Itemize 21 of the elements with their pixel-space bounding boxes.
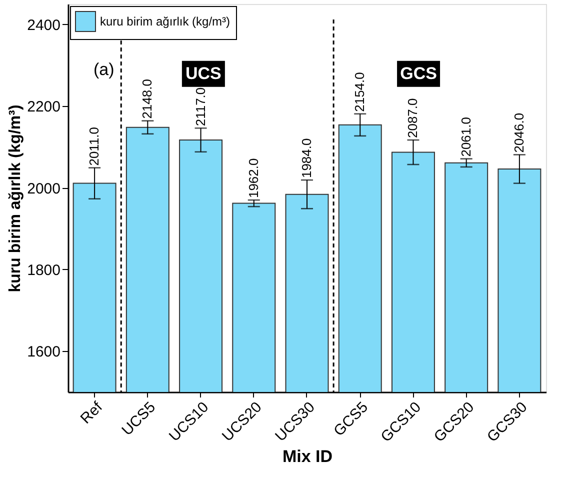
text: 2117.0 [192,87,208,126]
text: 2087.0 [405,98,420,138]
x-tick-label: Ref [77,398,106,428]
text: 2061.0 [458,117,474,157]
text: 2148.0 [140,79,155,119]
y-tick-label: 2400 [27,16,60,34]
y-tick-label: 2000 [27,180,60,198]
x-axis-title: Mix ID [282,446,333,466]
text: 2046.0 [511,112,526,153]
y-tick-label: 1800 [27,262,60,279]
annotation: UCS [185,64,222,83]
legend-label: kuru birim ağırlık (kg/m³) [100,14,230,28]
y-axis-title: kuru birim ağırlık (kg/m³) [7,104,24,292]
annotation: (a) [93,60,114,79]
y-tick-label: 2200 [27,98,60,116]
text: 1962.0 [246,158,261,198]
text: 2154.0 [352,72,368,112]
y-tick-label: 1600 [27,344,60,361]
text: 2011.0 [86,126,102,166]
text: 1984.0 [299,138,314,178]
annotation: GCS [400,64,437,83]
